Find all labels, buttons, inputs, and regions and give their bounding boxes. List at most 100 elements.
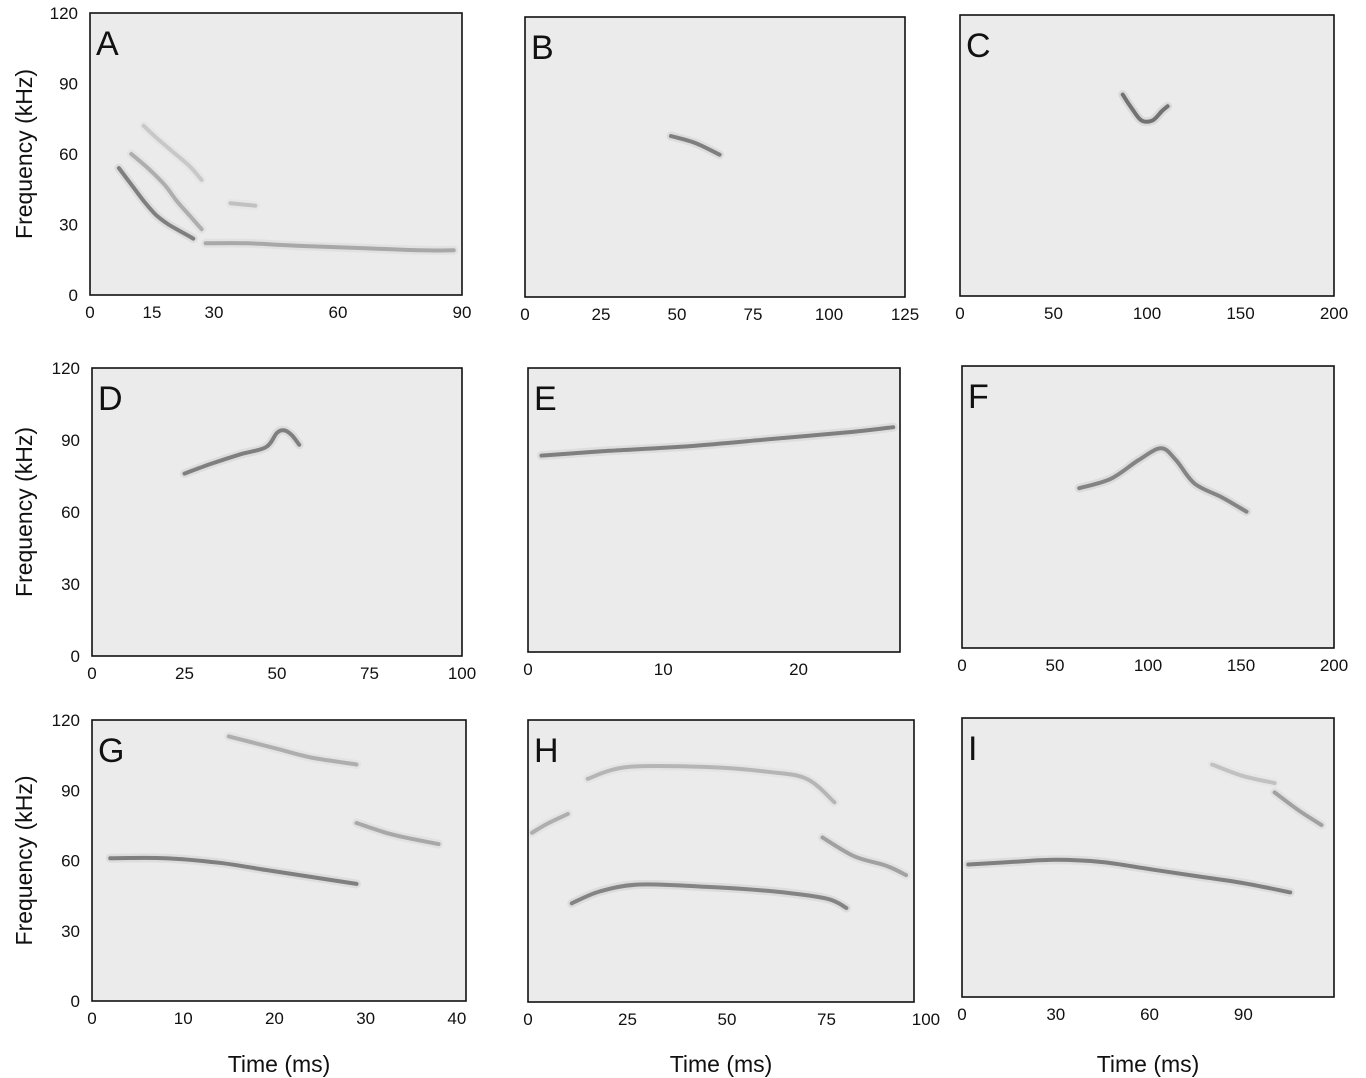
x-tick-label: 100 [1133, 304, 1161, 323]
x-tick-label: 90 [453, 303, 472, 322]
call-trace-halo [224, 731, 361, 769]
panel-e: E 0 10 20 [523, 367, 901, 679]
plot-border [959, 14, 1335, 297]
call-trace [1077, 446, 1249, 514]
x-tick-label: 50 [718, 1010, 737, 1029]
x-tick-label: 0 [523, 660, 532, 679]
panel-a: A 0 15 30 60 90 0 30 60 90 120 Frequency (kHz) [11, 4, 471, 322]
y-tick-label: 0 [71, 647, 80, 666]
x-tick-label: 90 [1234, 1005, 1253, 1024]
x-tick-label: 10 [174, 1009, 193, 1028]
call-trace-halo [201, 238, 459, 255]
panel-c: C 0 50 100 150 200 [955, 14, 1348, 323]
panel-d: D 0 25 50 75 100 0 30 60 90 120 Frequency (kHz) [11, 359, 476, 683]
plot-area [962, 366, 1334, 648]
panel-f: F 0 50 100 150 200 [957, 365, 1348, 675]
x-tick-label: 200 [1320, 304, 1348, 323]
panel-h: H 0 25 50 75 100 Time (ms) [523, 719, 940, 1077]
panel-label: G [98, 732, 124, 770]
x-tick-label: 100 [815, 305, 843, 324]
call-trace [1120, 92, 1170, 124]
panel-label: C [966, 27, 991, 65]
x-tick-label: 30 [1046, 1005, 1065, 1024]
x-tick-label: 0 [85, 303, 94, 322]
call-trace [668, 134, 722, 157]
y-tick-label: 30 [59, 216, 78, 235]
plot-area [528, 368, 900, 652]
y-tick-label: 90 [61, 431, 80, 450]
plot-area [92, 720, 466, 1001]
plot-border [961, 717, 1335, 998]
x-tick-label: 150 [1227, 656, 1255, 675]
x-tick-label: 100 [448, 664, 476, 683]
y-axis-label: Frequency (kHz) [11, 69, 37, 239]
call-trace [539, 425, 896, 458]
plot-border [527, 367, 901, 653]
x-tick-label: 10 [654, 660, 673, 679]
x-tick-label: 30 [356, 1009, 375, 1028]
x-tick-label: 60 [329, 303, 348, 322]
panel-label: B [531, 29, 554, 67]
x-tick-label: 100 [912, 1010, 940, 1029]
call-trace-halo [226, 198, 260, 211]
x-axis-label: Time (ms) [670, 1051, 773, 1077]
plot-border [961, 365, 1335, 649]
x-axis-label: Time (ms) [228, 1051, 331, 1077]
call-trace [966, 857, 1293, 895]
x-tick-label: 0 [520, 305, 529, 324]
y-tick-label: 30 [61, 575, 80, 594]
call-trace-halo [583, 761, 839, 807]
y-tick-label: 30 [61, 922, 80, 941]
x-tick-label: 150 [1226, 304, 1254, 323]
call-trace [141, 123, 204, 182]
call-trace [182, 428, 302, 476]
call-trace [108, 855, 359, 886]
call-trace-halo [527, 809, 573, 838]
x-tick-label: 50 [268, 664, 287, 683]
plot-area [960, 15, 1334, 296]
call-trace [569, 882, 849, 910]
panel-label: E [534, 380, 557, 418]
call-trace-halo [818, 833, 911, 880]
x-tick-label: 0 [87, 664, 96, 683]
x-tick-label: 25 [175, 664, 194, 683]
call-trace-halo [1270, 787, 1326, 830]
y-tick-label: 120 [50, 4, 78, 23]
call-trace [354, 821, 441, 847]
x-tick-label: 25 [618, 1010, 637, 1029]
x-tick-label: 50 [668, 305, 687, 324]
plot-border [91, 719, 467, 1002]
plot-area [92, 368, 462, 656]
call-trace [228, 201, 258, 208]
panel-label: A [96, 25, 119, 63]
x-tick-label: 20 [265, 1009, 284, 1028]
y-tick-label: 60 [61, 852, 80, 871]
x-tick-label: 25 [592, 305, 611, 324]
panel-label: F [968, 378, 989, 416]
y-tick-label: 0 [69, 286, 78, 305]
y-tick-label: 90 [59, 75, 78, 94]
call-trace-halo [352, 818, 444, 849]
plot-area [528, 720, 914, 1002]
plot-area [525, 17, 905, 297]
panel-label: D [98, 380, 123, 418]
x-tick-label: 0 [523, 1010, 532, 1029]
x-tick-label: 75 [744, 305, 763, 324]
y-tick-label: 60 [59, 145, 78, 164]
panel-label: H [534, 732, 559, 770]
y-axis-label: Frequency (kHz) [11, 427, 37, 597]
call-trace [820, 835, 908, 878]
x-tick-label: 50 [1046, 656, 1065, 675]
call-trace [226, 734, 359, 767]
call-trace-halo [1207, 760, 1280, 788]
x-tick-label: 200 [1320, 656, 1348, 675]
x-tick-label: 0 [957, 656, 966, 675]
call-trace [1272, 790, 1324, 827]
x-tick-label: 60 [1140, 1005, 1159, 1024]
panel-label: I [968, 730, 977, 768]
panel-b: B 0 25 50 75 100 125 [520, 16, 919, 324]
plot-border [527, 719, 915, 1003]
plot-border [524, 16, 906, 298]
call-trace-halo [139, 121, 207, 185]
